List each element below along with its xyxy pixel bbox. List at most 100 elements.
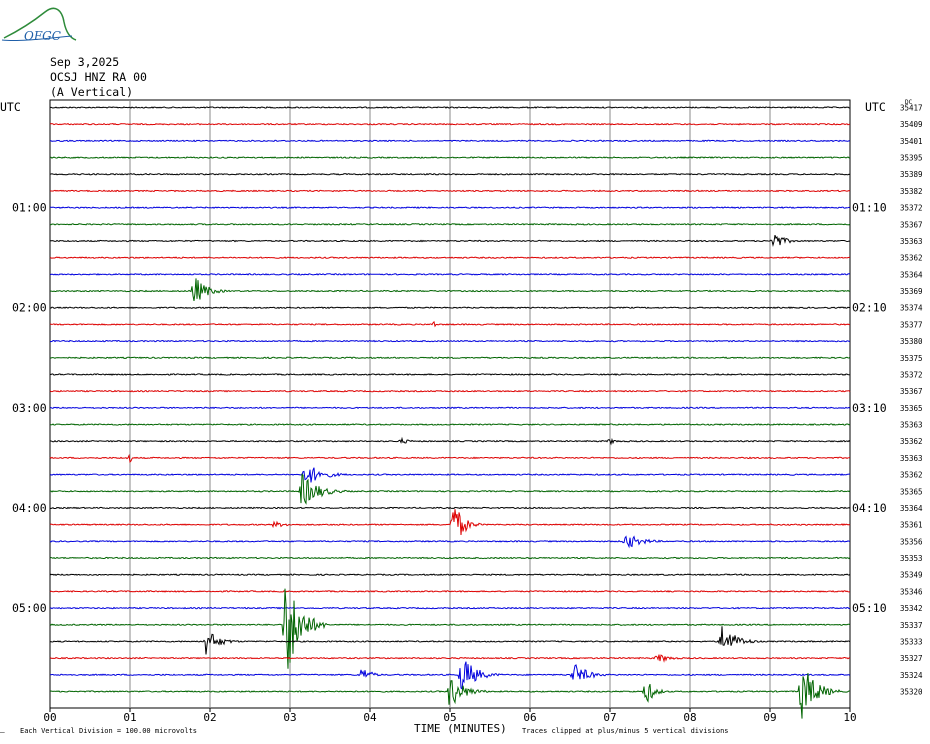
dc-offset-label: 35320 (900, 688, 923, 697)
dc-offset-label: 35372 (900, 204, 923, 213)
x-tick-label: 09 (763, 711, 776, 724)
trace-row-9 (49, 256, 851, 260)
trace-row-32 (49, 626, 851, 655)
trace-row-1 (49, 122, 851, 126)
dc-offset-label: 35365 (900, 487, 923, 496)
x-tick-label: 08 (683, 711, 696, 724)
left-time-label: 01:00 (12, 201, 47, 215)
right-time-label: 04:10 (852, 501, 887, 515)
dc-offset-label: 35395 (900, 154, 923, 163)
trace-row-33 (49, 654, 851, 663)
right-utc-label: UTC (865, 100, 886, 114)
x-axis-label: TIME (MINUTES) (414, 722, 507, 735)
logo-swoosh (1, 35, 73, 42)
left-time-label: 04:00 (12, 501, 47, 515)
dc-offset-label: 35382 (900, 187, 923, 196)
trace-row-30 (49, 606, 851, 610)
dc-offset-label: 35409 (900, 120, 923, 129)
trace-row-2 (49, 139, 851, 143)
footer-scale-note: Each Vertical Division = 100.00 microvol… (20, 727, 197, 735)
dc-offset-label: 35346 (900, 587, 923, 596)
x-tick-label: 10 (843, 711, 856, 724)
dc-offset-label: 35361 (900, 521, 923, 530)
dc-offset-label: 35374 (900, 304, 923, 313)
trace-row-12 (49, 306, 851, 310)
dc-offset-label: 35367 (900, 220, 923, 229)
trace-row-21 (49, 453, 851, 463)
dc-offset-label: 35369 (900, 287, 923, 296)
trace-row-17 (49, 389, 851, 393)
dc-offset-label: 35377 (900, 320, 923, 329)
dc-offset-label: 35365 (900, 404, 923, 413)
trace-row-29 (49, 590, 851, 593)
dc-offset-label: 35333 (900, 637, 923, 646)
dc-offset-label: 35362 (900, 254, 923, 263)
dc-offset-label: 35363 (900, 237, 923, 246)
dc-offset-label: 35353 (900, 554, 923, 563)
dc-offset-label: 35417 (900, 104, 923, 113)
x-axis-ticks: 00 01 02 03 04 05 06 07 08 09 10 (43, 708, 857, 724)
trace-row-34 (49, 661, 851, 690)
trace-row-4 (49, 172, 851, 176)
dc-offset-label: 35375 (900, 354, 923, 363)
dc-offset-label: 35356 (900, 537, 923, 546)
right-time-label: 03:10 (852, 401, 887, 415)
dc-offset-label: 35364 (900, 504, 923, 513)
dc-offset-label: 35363 (900, 454, 923, 463)
x-tick-label: 02 (203, 711, 216, 724)
header-station: OCSJ HNZ RA 00 (50, 70, 147, 84)
trace-row-6 (49, 206, 851, 209)
footer-clip-note: Traces clipped at plus/minus 5 vertical … (522, 727, 729, 735)
trace-row-8 (49, 234, 850, 247)
right-time-label: 02:10 (852, 301, 887, 315)
header-component: (A Vertical) (50, 85, 133, 99)
trace-row-15 (49, 356, 851, 360)
trace-row-31 (49, 588, 851, 669)
trace-row-26 (49, 535, 851, 549)
trace-row-20 (49, 436, 851, 446)
trace-row-16 (49, 373, 851, 376)
trace-row-19 (49, 423, 851, 426)
trace-row-28 (49, 573, 851, 577)
logo-text: OFGC (24, 29, 61, 43)
left-utc-label: UTC (0, 100, 21, 114)
trace-row-11 (49, 278, 851, 301)
footer-corner-mark: ͞ (0, 733, 5, 734)
trace-row-7 (49, 222, 851, 226)
dc-offset-label: 35380 (900, 337, 923, 346)
x-tick-label: 04 (363, 711, 377, 724)
trace-row-18 (50, 406, 851, 410)
right-dc-unit: DC (905, 99, 913, 106)
trace-row-5 (49, 189, 851, 193)
trace-row-22 (49, 467, 851, 483)
dc-offset-label: 35389 (900, 170, 923, 179)
trace-row-25 (49, 509, 851, 536)
dc-offset-label: 35349 (900, 571, 923, 580)
logo-arc (3, 7, 77, 41)
right-time-label: 01:10 (852, 201, 887, 215)
x-tick-label: 06 (523, 711, 536, 724)
plot-grid (49, 99, 851, 709)
dc-offset-label: 35372 (900, 370, 923, 379)
dc-offset-label: 35362 (900, 437, 923, 446)
right-time-labels: 01:10 02:10 03:10 04:10 05:10 (852, 201, 887, 615)
left-time-labels: 01:00 02:00 03:00 04:00 05:00 (12, 201, 47, 615)
trace-row-23 (49, 473, 851, 505)
trace-row-14 (50, 339, 851, 343)
trace-row-3 (50, 156, 851, 159)
left-time-label: 05:00 (12, 601, 47, 615)
dc-offset-label: 35337 (900, 621, 923, 630)
dc-offset-label: 35362 (900, 471, 923, 480)
dc-offset-label: 35342 (900, 604, 923, 613)
right-time-label: 05:10 (852, 601, 887, 615)
x-tick-label: 00 (43, 711, 56, 724)
x-tick-label: 05 (443, 711, 456, 724)
left-time-label: 02:00 (12, 301, 47, 315)
dc-offset-labels: 35417 35409 35401 35395 35389 35382 35372 35367… (900, 104, 923, 697)
dc-offset-label: 35367 (900, 387, 923, 396)
header-date: Sep 3,2025 (50, 55, 119, 69)
trace-row-35 (49, 673, 850, 719)
ofgc-logo: OFGC (1, 7, 77, 43)
x-tick-label: 01 (123, 711, 136, 724)
